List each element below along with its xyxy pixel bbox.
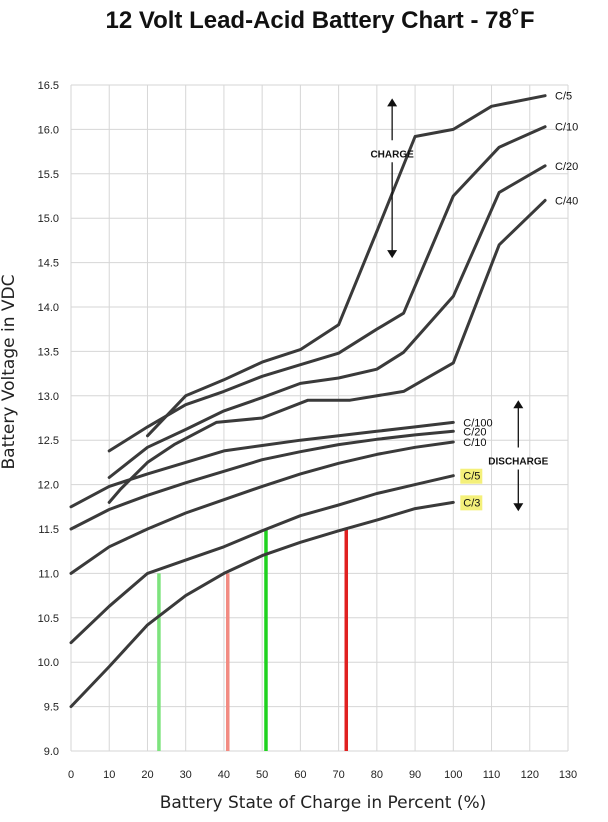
x-tick-label: 40 <box>218 769 230 781</box>
annotation-label: DISCHARGE <box>488 457 548 468</box>
series-label-highlight <box>460 495 483 511</box>
y-tick-label: 16.0 <box>38 124 59 136</box>
y-tick-label: 15.5 <box>38 169 59 181</box>
series-line-discharge <box>69 420 455 509</box>
annotation-label: CHARGE <box>370 149 414 160</box>
x-tick-label: 90 <box>409 769 421 781</box>
x-tick-label: 100 <box>444 769 462 781</box>
series-label: C/3 <box>463 497 480 509</box>
y-tick-label: 9.5 <box>44 702 59 714</box>
y-tick-label: 14.0 <box>38 302 59 314</box>
tick-labels: 0 10 20 30 40 50 60 70 80 90 100 110 120 130 9.0 9.5 10.… <box>38 80 578 781</box>
series-label: C/20 <box>463 426 486 438</box>
x-tick-label: 70 <box>332 769 344 781</box>
series-label: C/10 <box>555 122 578 134</box>
x-tick-label: 130 <box>559 769 577 781</box>
x-tick-label: 110 <box>483 769 501 781</box>
grid-lines <box>70 84 569 752</box>
y-tick-label: 11.0 <box>38 568 59 580</box>
y-tick-label: 15.0 <box>38 213 59 225</box>
y-tick-label: 9.0 <box>44 746 59 758</box>
y-tick-label: 11.5 <box>38 524 59 536</box>
x-tick-label: 60 <box>294 769 306 781</box>
annotations: CHARGE DISCHARGE <box>370 98 549 512</box>
x-tick-label: 50 <box>256 769 268 781</box>
series-line-charge <box>146 94 547 438</box>
series-label: C/5 <box>463 471 480 483</box>
double-arrow-icon <box>387 98 398 259</box>
x-tick-label: 30 <box>180 769 192 781</box>
series-line-charge <box>107 125 547 453</box>
series-line-discharge <box>69 440 455 575</box>
x-tick-label: 0 <box>68 769 74 781</box>
series-line-discharge <box>69 474 455 645</box>
series-line-charge <box>107 164 547 479</box>
series-label: C/40 <box>555 195 578 207</box>
y-tick-label: 12.5 <box>38 435 59 447</box>
y-tick-label: 12.0 <box>38 480 59 492</box>
series-line-charge <box>107 198 547 504</box>
series-label: C/10 <box>463 437 486 449</box>
y-axis-title: Battery Voltage in VDC <box>0 275 19 470</box>
x-tick-label: 10 <box>103 769 115 781</box>
series-label: C/20 <box>555 161 578 173</box>
x-tick-label: 80 <box>371 769 383 781</box>
series-label-highlight <box>460 468 483 484</box>
y-tick-label: 14.5 <box>38 258 59 270</box>
y-tick-label: 16.5 <box>38 80 59 92</box>
y-tick-label: 10.5 <box>38 613 59 625</box>
series-label: C/100 <box>463 417 492 429</box>
double-arrow-icon <box>513 400 524 512</box>
x-tick-label: 20 <box>141 769 153 781</box>
chart-title: 12 Volt Lead-Acid Battery Chart - 78˚F <box>106 7 535 34</box>
x-axis-title: Battery State of Charge in Percent (%) <box>160 793 487 813</box>
series-lines <box>69 94 547 709</box>
x-tick-label: 120 <box>521 769 539 781</box>
series-line-discharge <box>69 429 455 531</box>
marker-lines <box>157 529 349 751</box>
series-label: C/5 <box>555 91 572 103</box>
y-tick-label: 13.5 <box>38 346 59 358</box>
y-tick-label: 13.0 <box>38 391 59 403</box>
y-tick-label: 10.0 <box>38 657 59 669</box>
series-line-discharge <box>69 500 455 709</box>
